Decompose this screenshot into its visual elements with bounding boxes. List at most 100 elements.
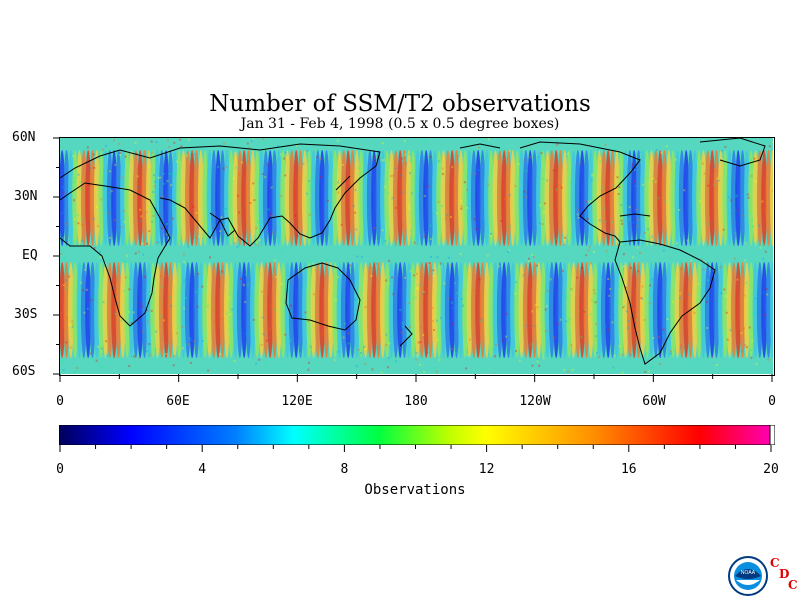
observation-band <box>245 262 252 358</box>
observation-band <box>232 262 239 358</box>
speckle-dot <box>69 346 72 349</box>
speckle-dot <box>769 338 772 341</box>
speckle-dot <box>730 199 733 202</box>
speckle-dot <box>219 318 222 320</box>
speckle-dot <box>618 186 621 189</box>
speckle-dot <box>173 355 176 358</box>
observation-band <box>709 150 716 246</box>
speckle-dot <box>446 214 449 217</box>
speckle-dot <box>165 353 168 355</box>
observation-band <box>249 150 256 246</box>
speckle-dot <box>118 143 121 145</box>
observation-band <box>696 262 703 358</box>
lon-label: 120E <box>281 394 313 409</box>
observation-band <box>210 150 217 246</box>
speckle-dot <box>627 320 630 323</box>
observation-band <box>180 262 187 358</box>
speckle-dot <box>175 332 178 335</box>
observation-band <box>366 262 373 358</box>
speckle-dot <box>151 151 154 154</box>
speckle-dot <box>74 218 76 221</box>
speckle-dot <box>368 202 371 205</box>
speckle-dot <box>501 148 504 151</box>
observation-band <box>275 150 282 246</box>
observation-band <box>492 150 499 246</box>
speckle-dot <box>166 139 169 142</box>
speckle-dot <box>767 358 770 361</box>
speckle-dot <box>500 220 503 222</box>
speckle-dot <box>437 160 440 163</box>
speckle-dot <box>423 373 425 374</box>
speckle-dot <box>638 151 641 154</box>
speckle-dot <box>426 185 429 188</box>
observation-band <box>613 150 620 246</box>
speckle-dot <box>518 359 521 362</box>
speckle-dot <box>475 228 478 231</box>
speckle-dot <box>553 336 556 339</box>
speckle-dot <box>186 154 189 157</box>
speckle-dot <box>387 357 390 360</box>
speckle-dot <box>525 196 528 198</box>
speckle-dot <box>710 355 713 358</box>
coast-eurasia <box>60 143 381 247</box>
speckle-dot <box>536 306 539 309</box>
speckle-dot <box>347 342 350 345</box>
observation-band <box>314 262 321 358</box>
speckle-dot <box>744 242 747 245</box>
speckle-dot <box>703 172 706 175</box>
observation-band <box>388 150 395 246</box>
speckle-dot <box>652 177 655 180</box>
speckle-dot <box>566 370 569 373</box>
speckle-dot <box>155 330 158 333</box>
speckle-dot <box>73 181 75 184</box>
speckle-dot <box>251 138 254 141</box>
speckle-dot <box>414 242 417 245</box>
speckle-dot <box>193 153 196 156</box>
speckle-dot <box>220 270 223 273</box>
speckle-dot <box>270 214 273 217</box>
speckle-dot <box>495 228 497 231</box>
speckle-dot <box>634 169 637 172</box>
speckle-dot <box>472 289 475 292</box>
observation-band <box>197 262 204 358</box>
speckle-dot <box>265 142 268 144</box>
speckle-dot <box>408 153 411 156</box>
speckle-dot <box>342 344 345 347</box>
speckle-dot <box>701 162 704 165</box>
speckle-dot <box>612 366 615 369</box>
observation-band <box>215 262 222 358</box>
observation-band <box>462 262 469 358</box>
observation-band <box>72 262 79 358</box>
speckle-dot <box>82 289 84 292</box>
observation-band <box>713 150 720 246</box>
speckle-dot <box>73 199 75 202</box>
speckle-dot <box>124 155 127 158</box>
speckle-dot <box>487 183 490 186</box>
speckle-dot <box>657 197 660 200</box>
speckle-dot <box>662 249 665 252</box>
speckle-dot <box>140 305 143 308</box>
speckle-dot <box>715 364 718 366</box>
observation-band <box>514 150 521 246</box>
speckle-dot <box>99 250 101 253</box>
speckle-dot <box>532 256 535 258</box>
speckle-dot <box>120 319 123 322</box>
speckle-dot <box>733 193 736 196</box>
speckle-dot <box>90 214 93 217</box>
speckle-dot <box>646 352 648 355</box>
speckle-dot <box>250 334 253 336</box>
observation-band <box>462 150 469 246</box>
speckle-dot <box>333 325 336 328</box>
speckle-dot <box>352 205 355 208</box>
speckle-dot <box>139 208 142 211</box>
speckle-dot <box>643 319 646 321</box>
speckle-dot <box>589 262 592 265</box>
speckle-dot <box>599 153 602 156</box>
observation-band <box>106 150 113 246</box>
speckle-dot <box>280 348 282 351</box>
speckle-dot <box>356 255 359 258</box>
observation-band <box>527 262 534 358</box>
speckle-dot <box>410 229 412 232</box>
speckle-dot <box>611 221 613 223</box>
